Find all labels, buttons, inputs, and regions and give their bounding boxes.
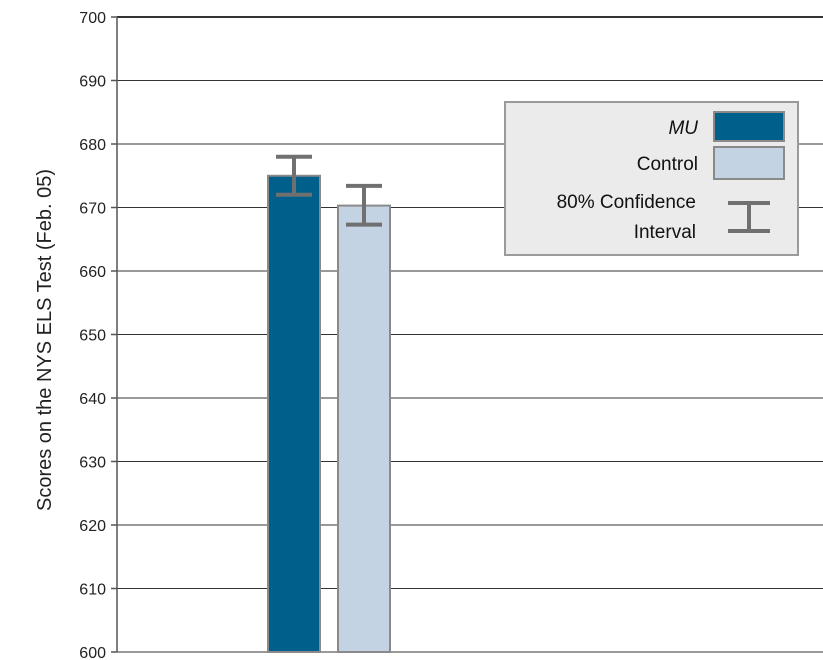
y-tick-label: 700 — [79, 10, 106, 27]
y-tick-label: 650 — [79, 328, 106, 345]
error-bar-control — [346, 183, 382, 227]
legend-label-ci-line1: 80% Confidence — [557, 192, 696, 213]
legend: MU Control 80% Confidence Interval — [504, 101, 799, 256]
y-tick-label: 600 — [79, 645, 106, 660]
y-tick-label: 660 — [79, 264, 106, 281]
y-tick-label: 690 — [79, 74, 106, 91]
gridlines — [117, 16, 823, 653]
y-tick-label: 620 — [79, 518, 106, 535]
bar-control — [337, 204, 391, 653]
error-bars — [276, 154, 382, 227]
y-tick-label: 610 — [79, 582, 106, 599]
legend-label-control: Control — [637, 154, 698, 175]
y-tick-label: 680 — [79, 137, 106, 154]
error-bar-mu — [276, 154, 312, 197]
legend-swatch-mu — [713, 111, 785, 142]
y-axis-ticks: 600 610 620 630 640 650 660 670 680 690 700 — [79, 10, 117, 660]
y-tick-label: 630 — [79, 455, 106, 472]
y-tick-label: 670 — [79, 201, 106, 218]
bar-mu — [267, 174, 321, 653]
bars — [267, 174, 391, 653]
legend-ci-symbol — [728, 201, 770, 233]
y-tick-label: 640 — [79, 391, 106, 408]
legend-label-ci-line2: Interval — [634, 222, 696, 243]
legend-label-mu: MU — [668, 118, 698, 139]
legend-swatch-control — [713, 146, 785, 180]
y-axis-title: Scores on the NYS ELS Test (Feb. 05) — [34, 169, 56, 511]
